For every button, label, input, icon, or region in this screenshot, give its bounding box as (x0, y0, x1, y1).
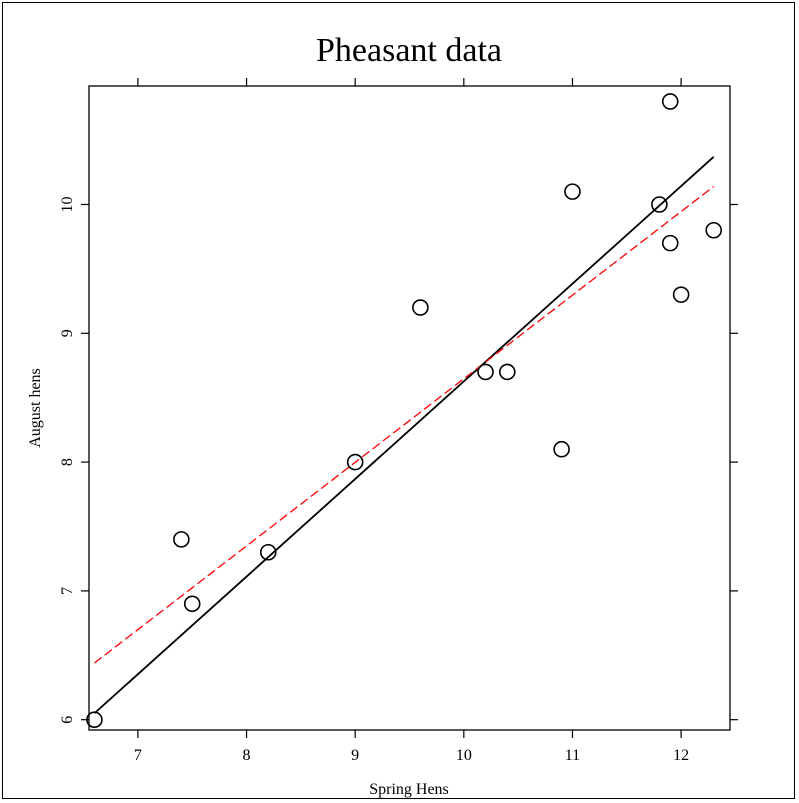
data-point (564, 183, 581, 200)
y-tick-label: 10 (59, 196, 76, 212)
data-point (412, 299, 429, 316)
x-tick-label: 11 (565, 747, 580, 764)
data-point (651, 196, 668, 213)
data-point (661, 234, 679, 252)
chart-title: Pheasant data (316, 32, 502, 69)
data-point (86, 711, 103, 728)
data-point (346, 453, 364, 471)
x-axis-label: Spring Hens (369, 781, 449, 798)
y-tick-label: 6 (59, 716, 76, 724)
data-points (86, 93, 723, 728)
fit-line-solid-black (93, 156, 715, 714)
y-tick-label: 8 (59, 458, 76, 466)
fit-lines (93, 156, 715, 714)
y-axis-label: August hens (27, 368, 44, 448)
x-tick-label: 7 (134, 747, 142, 764)
fit-line-dashed-red (94, 185, 715, 664)
plot-area (88, 85, 731, 731)
x-tick-label: 9 (351, 747, 359, 764)
y-tick-label: 9 (59, 329, 76, 337)
data-point (173, 531, 190, 548)
data-point (705, 221, 723, 239)
data-point (183, 595, 201, 613)
axis-ticks: 7 8 9 10 11 12 6 7 8 9 10 (59, 78, 738, 764)
data-point (498, 363, 516, 381)
data-point (259, 543, 277, 561)
x-tick-label: 12 (673, 747, 689, 764)
data-point (553, 440, 570, 458)
y-tick-label: 7 (59, 587, 76, 595)
x-tick-label: 10 (456, 747, 472, 764)
data-point (672, 286, 690, 303)
data-point (661, 93, 679, 110)
data-point (477, 363, 494, 381)
x-tick-label: 8 (243, 747, 251, 764)
